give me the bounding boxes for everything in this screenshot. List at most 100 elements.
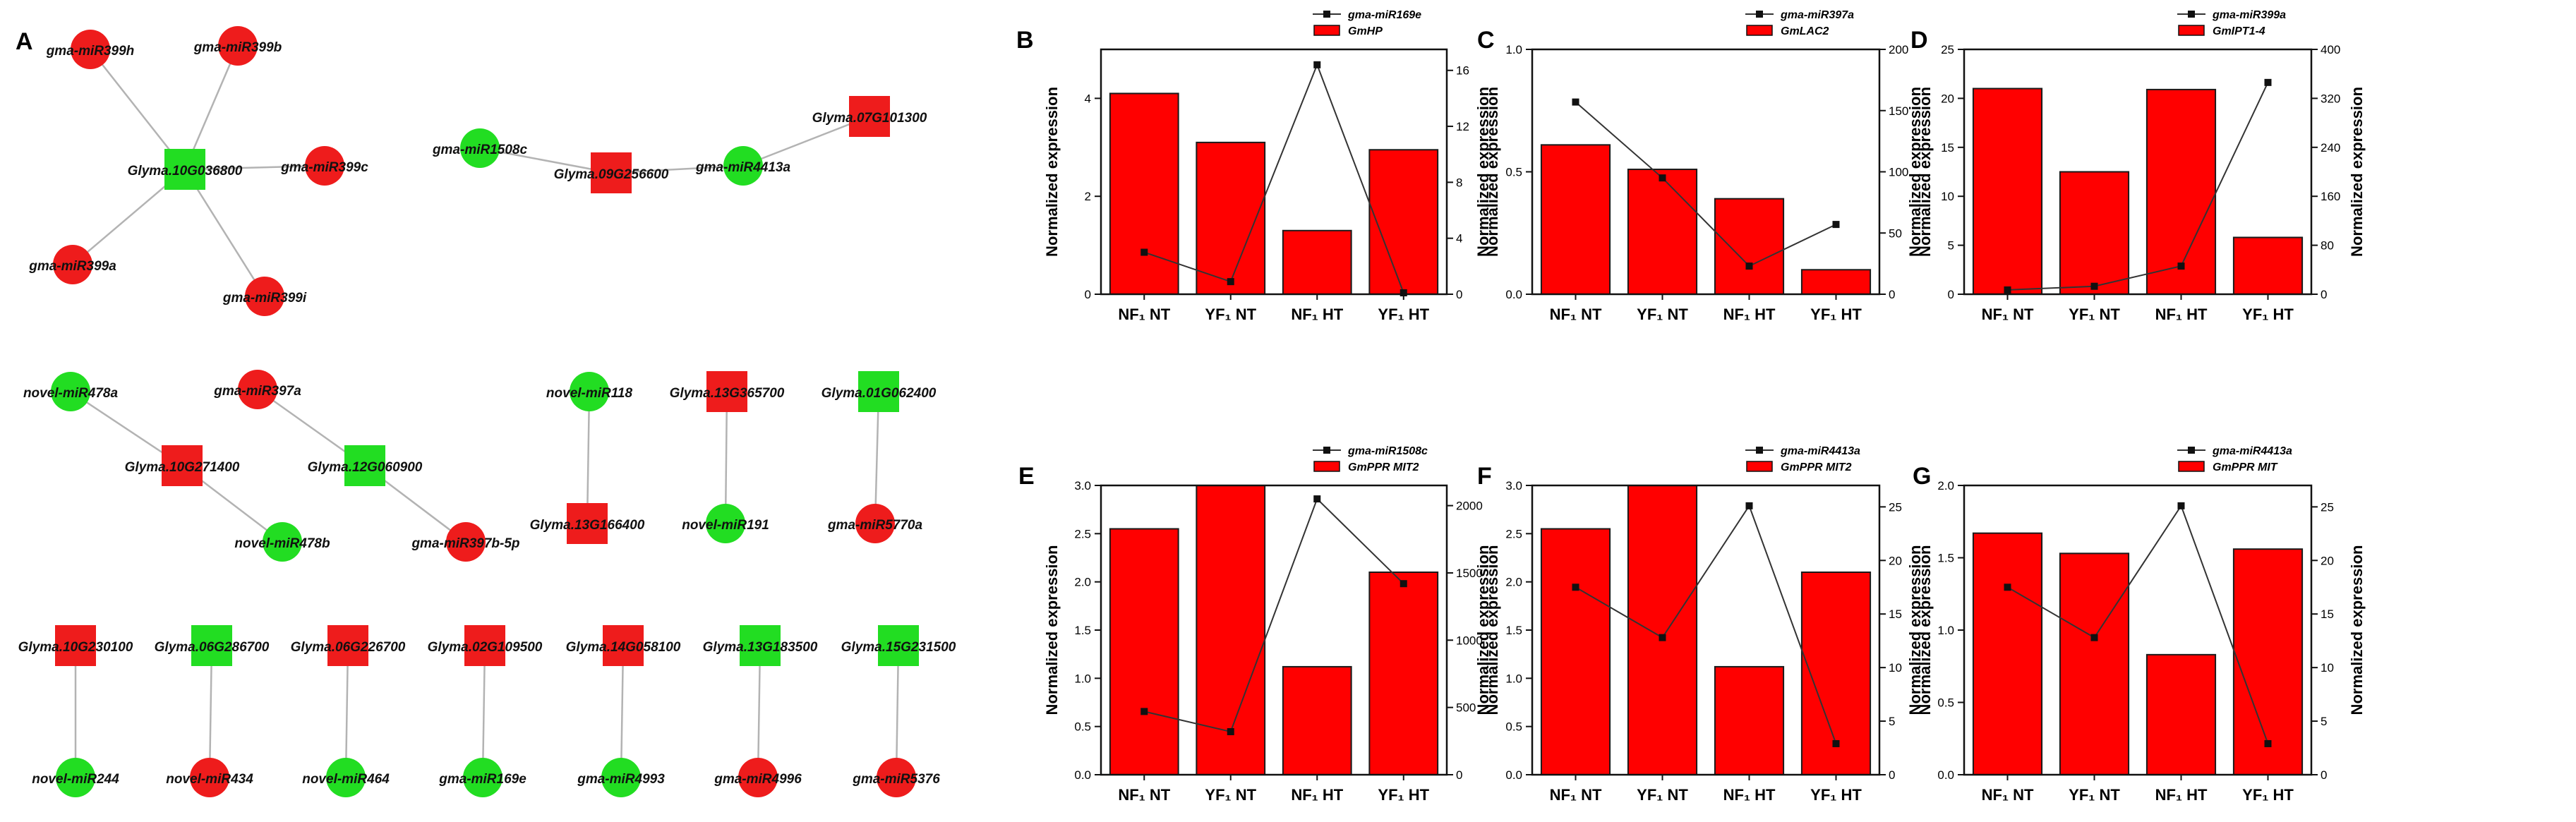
x-tick-label: NF₁ NT — [1982, 306, 2034, 323]
bar-g-0 — [1972, 532, 2043, 776]
network-node-label: gma-miR1508c — [432, 143, 528, 157]
panel-label-f: F — [1477, 463, 1492, 490]
line-point-e-1 — [1227, 727, 1234, 735]
left-tick-label: 2.0 — [1937, 479, 1954, 492]
left-tick-label: 0.5 — [1505, 166, 1522, 179]
line-point-g-2 — [2177, 502, 2185, 509]
x-tick-label: YF₁ NT — [1637, 786, 1688, 804]
network-node-label: gma-miR169e — [438, 772, 526, 787]
network-node-gma-mir169e: gma-miR169e — [438, 758, 526, 797]
left-tick-label: 0.0 — [1505, 768, 1522, 782]
network-node-circle — [53, 245, 92, 284]
x-tick-label: YF₁ HT — [1810, 306, 1862, 323]
network-edge — [183, 169, 266, 297]
bar-e-3 — [1368, 572, 1439, 775]
right-tick-label: 5 — [1889, 715, 1895, 728]
right-tick-label: 160 — [2321, 190, 2340, 203]
line-point-c-1 — [1659, 174, 1666, 182]
line-point-d-3 — [2264, 78, 2272, 86]
line-point-b-2 — [1313, 61, 1321, 68]
right-tick-label: 0 — [1456, 288, 1462, 301]
network-node-square — [567, 503, 608, 544]
right-tick-label: 240 — [2321, 141, 2340, 155]
network-node-gma-mir4413a: gma-miR4413a — [695, 146, 790, 186]
y-axis-title-right: Normalized expression — [1916, 87, 1934, 257]
network-node-square — [327, 625, 368, 666]
panel-label-e: E — [1018, 463, 1035, 490]
x-tick-label: NF₁ HT — [2155, 306, 2208, 323]
legend-line-label: gma-miR399a — [2212, 9, 2286, 21]
legend-bar-swatch — [2178, 25, 2205, 36]
right-tick-label: 1000 — [1456, 634, 1483, 647]
left-tick-label: 2.0 — [1505, 576, 1522, 589]
right-tick-label: 0 — [1889, 768, 1895, 782]
network-node-circle — [446, 522, 486, 562]
chart-panel-d: D 0 5 10 15 20 25 0 80 160 240 320 400 NF₁ NT YF₁ NT NF… — [1906, 9, 2366, 323]
left-tick-label: 10 — [1941, 190, 1954, 203]
panel-label-d: D — [1910, 27, 1928, 54]
y-axis-title-right: Normalized expression — [2348, 545, 2366, 715]
bar-b-2 — [1282, 229, 1352, 295]
network-node-circle — [706, 504, 745, 543]
right-tick-label: 50 — [1889, 226, 1902, 240]
network-node-circle — [56, 758, 95, 797]
network-edge — [183, 45, 239, 170]
network-node-gma-mir399b: gma-miR399b — [193, 26, 282, 66]
line-point-b-1 — [1227, 278, 1234, 286]
network-node-glyma-10g271400: Glyma.10G271400 — [125, 445, 240, 486]
legend-bar-label: GmPPR MIT — [2213, 461, 2278, 473]
x-tick-label: NF₁ HT — [2155, 786, 2208, 804]
network-node-circle — [51, 372, 90, 411]
bar-d-1 — [2059, 171, 2130, 295]
plot-frame-d — [1963, 48, 2313, 296]
right-tick-label: 2000 — [1456, 500, 1483, 513]
x-tick-label: NF₁ NT — [1118, 786, 1170, 804]
legend-bar-swatch — [1746, 25, 1773, 36]
x-tick-label: YF₁ HT — [1378, 306, 1429, 323]
network-node-label: novel-miR191 — [682, 518, 769, 533]
right-tick-label: 8 — [1456, 176, 1462, 189]
legend-line-marker — [1756, 447, 1763, 454]
bar-b-1 — [1196, 141, 1266, 295]
chart-panel-g: G 0.0 0.5 1.0 1.5 2.0 0 5 10 15 20 25 NF₁ NT YF₁ NT NF… — [1906, 445, 2366, 804]
legend-line-label: gma-miR4413a — [2212, 445, 2292, 457]
right-tick-label: 20 — [1889, 554, 1902, 567]
line-point-e-0 — [1140, 708, 1148, 715]
line-point-g-3 — [2264, 739, 2272, 747]
network-node-square — [740, 625, 781, 666]
legend-line-label: gma-miR4413a — [1780, 445, 1860, 457]
line-series-b — [1143, 63, 1404, 294]
network-node-square — [591, 152, 632, 193]
network-node-label: Glyma.14G058100 — [566, 640, 681, 655]
network-node-gma-mir399h: gma-miR399h — [46, 30, 134, 69]
network-edge — [620, 645, 625, 778]
network-node-novel-mir464: novel-miR464 — [302, 758, 390, 797]
network-node-square — [858, 371, 899, 412]
network-node-gma-mir397b-5p: gma-miR397b-5p — [411, 522, 520, 562]
legend-bar-swatch — [1313, 25, 1340, 36]
legend-g: gma-miR4413a GmPPR MIT — [2177, 445, 2292, 473]
legend-line-marker — [1323, 11, 1330, 18]
bar-c-2 — [1714, 198, 1785, 296]
network-node-circle — [723, 146, 763, 186]
network-edge — [757, 645, 762, 778]
network-node-circle — [877, 758, 916, 797]
network-node-square — [55, 625, 96, 666]
network-node-glyma-01g062400: Glyma.01G062400 — [821, 371, 937, 412]
legend-f: gma-miR4413a GmPPR MIT2 — [1745, 445, 1860, 473]
network-node-glyma-13g365700: Glyma.13G365700 — [670, 371, 785, 412]
line-point-c-0 — [1572, 98, 1579, 106]
legend-line-marker — [1323, 447, 1330, 454]
network-node-label: Glyma.13G365700 — [670, 386, 785, 401]
network-node-gma-mir1508c: gma-miR1508c — [432, 128, 528, 168]
network-node-label: novel-miR118 — [546, 386, 633, 401]
legend-line-label: gma-miR1508c — [1347, 445, 1428, 457]
network-node-circle — [263, 522, 302, 562]
legend-bar-label: GmPPR MIT2 — [1781, 461, 1852, 473]
x-tick-label: YF₁ NT — [1205, 306, 1256, 323]
legend-line-marker — [1756, 11, 1763, 18]
chart-panel-b: B 0 2 4 0 4 8 12 16 NF₁ NT YF₁ NT NF₁ HT YF₁ HT Norma… — [1016, 9, 1501, 323]
bar-d-3 — [2232, 236, 2304, 295]
